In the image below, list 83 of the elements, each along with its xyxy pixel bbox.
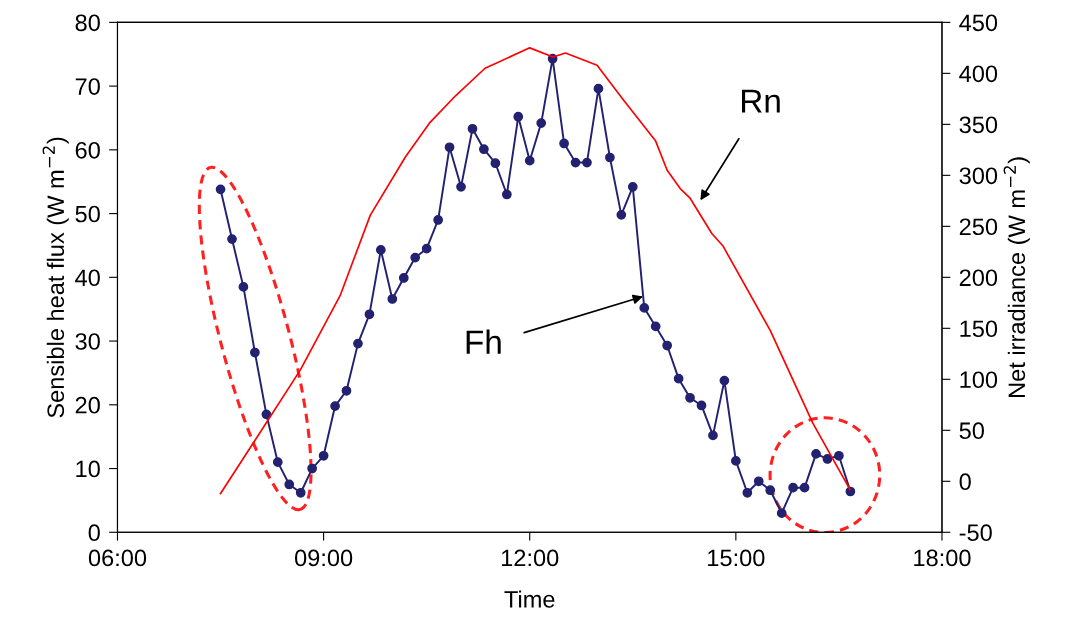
y-tick-label: 0 <box>88 524 100 542</box>
point <box>524 155 535 166</box>
point <box>582 157 592 168</box>
point <box>387 294 398 304</box>
point <box>398 273 409 283</box>
y2-tick-label: -50 <box>959 524 992 542</box>
point <box>822 454 833 464</box>
point <box>479 144 489 155</box>
x-tick-label: 18:00 <box>914 549 971 567</box>
point <box>513 111 524 122</box>
point <box>616 209 627 220</box>
y2-tick-label: 300 <box>959 167 998 185</box>
y2-tick-label: 400 <box>959 65 998 83</box>
point <box>227 234 237 244</box>
point <box>215 184 226 195</box>
point <box>593 83 604 94</box>
y2-axis-title: Net irradiance (W m$^{−2}$) <box>1003 157 1030 397</box>
point <box>238 282 249 292</box>
point <box>501 189 512 200</box>
annotation: Rn <box>742 89 780 113</box>
point <box>650 321 661 332</box>
x-tick-label: 09:00 <box>294 549 353 567</box>
point <box>685 392 695 403</box>
y-tick-label: 30 <box>75 333 100 350</box>
point <box>788 482 798 493</box>
x-tick-label: 12:00 <box>501 549 559 567</box>
point <box>799 482 810 493</box>
point <box>570 157 581 168</box>
y2-tick-label: 350 <box>959 116 998 134</box>
point <box>559 138 569 149</box>
y2-tick-label: 250 <box>959 218 998 236</box>
point <box>444 142 455 153</box>
point <box>673 373 684 384</box>
annotation: Fh <box>466 329 501 354</box>
point <box>353 338 363 349</box>
point <box>765 485 776 496</box>
y-tick-label: 40 <box>75 269 100 287</box>
y-tick-label: 20 <box>75 396 100 414</box>
point <box>318 450 329 461</box>
point <box>627 181 638 192</box>
y-tick-label: 50 <box>75 205 100 223</box>
point <box>410 252 421 263</box>
point <box>536 118 547 128</box>
point <box>433 215 444 225</box>
point <box>375 245 386 255</box>
point <box>272 457 283 468</box>
point <box>742 487 753 498</box>
y2-tick-label: 50 <box>959 422 984 440</box>
x-tick-label: 06:00 <box>88 549 147 567</box>
point <box>421 243 432 254</box>
point <box>834 450 844 461</box>
point <box>696 400 707 411</box>
point <box>605 152 615 163</box>
point <box>341 385 352 396</box>
point <box>364 309 375 320</box>
x-tick-label: 15:00 <box>708 549 765 567</box>
y-tick-label: 10 <box>76 460 100 478</box>
y2-tick-label: 100 <box>960 371 998 389</box>
point <box>719 375 730 386</box>
y2-tick-label: 450 <box>959 14 998 32</box>
point <box>490 158 501 169</box>
x-axis-title: Time <box>504 590 555 608</box>
point <box>811 449 821 459</box>
point <box>753 476 764 487</box>
point <box>456 181 466 192</box>
y-tick-label: 80 <box>75 14 100 32</box>
y2-tick-label: 150 <box>960 320 998 338</box>
point <box>662 340 673 351</box>
y-axis-title: Sensible heat flux (W m$^{−2}$) <box>42 137 69 418</box>
point <box>776 508 787 519</box>
point <box>250 347 260 358</box>
point <box>295 487 306 498</box>
point <box>330 401 340 411</box>
point <box>284 479 295 490</box>
point <box>467 123 478 134</box>
y-tick-label: 60 <box>75 141 100 159</box>
y2-tick-label: 200 <box>959 269 998 287</box>
y-tick-label: 70 <box>75 78 100 95</box>
point <box>730 456 741 466</box>
point <box>639 303 650 313</box>
point <box>708 430 718 441</box>
y2-tick-label: 0 <box>959 473 971 491</box>
point <box>307 463 317 474</box>
